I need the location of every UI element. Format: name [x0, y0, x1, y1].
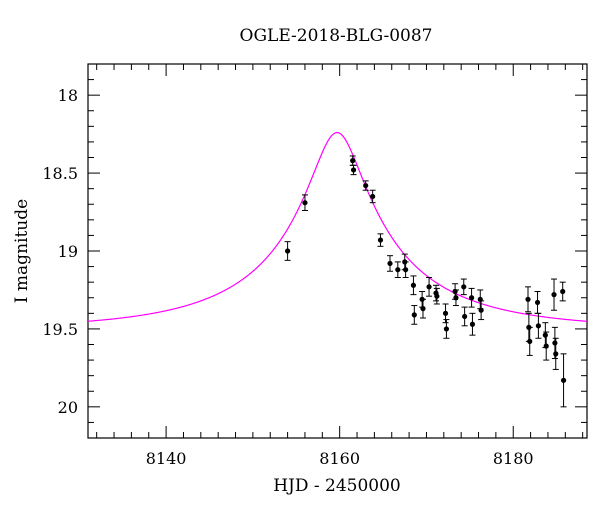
data-point-marker — [443, 326, 450, 332]
data-point-marker — [387, 260, 393, 267]
data-point-marker — [420, 306, 426, 312]
data-point-marker — [302, 200, 308, 206]
data-point — [419, 298, 426, 319]
data-point — [411, 305, 418, 325]
data-point-marker — [442, 310, 449, 316]
data-point-marker — [350, 167, 357, 173]
data-point — [552, 337, 559, 370]
data-point-marker — [453, 295, 459, 301]
data-point — [426, 276, 433, 297]
data-point — [460, 278, 467, 296]
data-points-layer — [284, 155, 567, 408]
data-point — [387, 255, 394, 272]
axis-ticks: 8140 8160 8180 18 18.5 19 19.5 20 — [42, 63, 587, 468]
data-point-marker — [551, 292, 557, 298]
data-point-marker — [462, 313, 468, 320]
data-point-marker — [468, 295, 475, 301]
data-point-marker — [543, 343, 549, 349]
data-point — [349, 155, 356, 166]
data-point-marker — [350, 158, 356, 164]
x-axis-label: HJD - 2450000 — [273, 476, 401, 496]
model-curve — [87, 131, 588, 322]
data-point — [402, 261, 409, 278]
y-tick-label: 19 — [58, 242, 78, 261]
data-point-marker — [525, 296, 531, 302]
data-point-marker — [553, 351, 559, 357]
y-tick-label: 20 — [58, 398, 78, 417]
data-point — [433, 287, 440, 305]
data-point — [410, 275, 417, 296]
data-point — [468, 287, 475, 308]
data-point-marker — [527, 338, 533, 344]
data-point-marker — [552, 340, 558, 346]
y-tick-label: 19.5 — [42, 320, 78, 339]
data-point — [284, 241, 291, 261]
data-point-marker — [370, 193, 376, 200]
data-point-marker — [363, 182, 369, 189]
data-point-marker — [403, 267, 409, 273]
data-point — [535, 312, 542, 339]
data-point — [394, 261, 401, 278]
data-point-marker — [285, 248, 291, 254]
data-point-marker — [434, 293, 440, 299]
data-point — [551, 278, 558, 311]
x-tick-label: 8160 — [319, 449, 360, 468]
data-point — [478, 300, 485, 321]
data-point — [350, 164, 357, 176]
data-point — [369, 189, 376, 204]
x-tick-label: 8180 — [493, 449, 534, 468]
data-point-marker — [535, 323, 542, 329]
data-point — [543, 331, 550, 361]
data-point-marker — [469, 321, 476, 327]
data-point-marker — [461, 284, 467, 290]
data-point — [362, 180, 369, 191]
plot-frame — [87, 63, 588, 439]
data-point — [452, 289, 459, 307]
data-point — [560, 353, 567, 408]
data-point-marker — [377, 237, 384, 243]
data-point — [301, 194, 308, 211]
model-curve-layer — [87, 131, 588, 322]
y-axis-label: I magnitude — [12, 199, 32, 303]
data-point-marker — [478, 307, 484, 313]
data-point-marker — [426, 284, 432, 290]
x-tick-label: 8140 — [146, 449, 187, 468]
data-point-marker — [534, 299, 541, 306]
y-tick-label: 18.5 — [42, 164, 78, 183]
data-point-marker — [542, 332, 548, 338]
chart-title: OGLE-2018-BLG-0087 — [240, 26, 433, 46]
data-point-marker — [410, 282, 417, 288]
data-point — [526, 326, 533, 356]
data-point — [461, 306, 468, 327]
y-tick-label: 18 — [58, 86, 78, 105]
data-point-marker — [395, 267, 401, 273]
data-point — [559, 281, 566, 302]
data-point — [443, 319, 450, 339]
data-point — [534, 291, 541, 314]
data-point-marker — [560, 377, 567, 383]
data-point — [477, 289, 484, 310]
data-point — [377, 233, 384, 247]
data-point — [524, 286, 531, 313]
data-point — [469, 312, 476, 336]
data-point-marker — [560, 288, 566, 295]
data-point-marker — [411, 312, 417, 318]
